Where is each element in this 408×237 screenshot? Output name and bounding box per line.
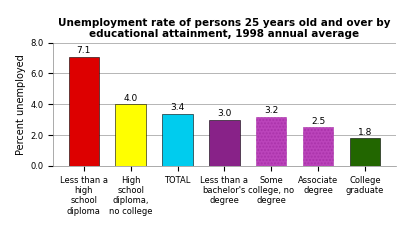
Text: 4.0: 4.0: [124, 94, 138, 103]
Text: 7.1: 7.1: [77, 46, 91, 55]
Bar: [256, 117, 286, 166]
Bar: [303, 128, 333, 166]
Text: 1.8: 1.8: [358, 128, 372, 137]
Text: 3.2: 3.2: [264, 106, 278, 115]
Bar: [350, 138, 380, 166]
Text: 2.5: 2.5: [311, 117, 325, 126]
Bar: [162, 114, 193, 166]
Bar: [69, 57, 99, 166]
Text: 3.0: 3.0: [217, 109, 232, 118]
Bar: [115, 104, 146, 166]
Bar: [209, 120, 239, 166]
Y-axis label: Percent unemployed: Percent unemployed: [16, 54, 26, 155]
Title: Unemployment rate of persons 25 years old and over by
educational attainment, 19: Unemployment rate of persons 25 years ol…: [58, 18, 390, 39]
Text: 3.4: 3.4: [171, 103, 185, 112]
